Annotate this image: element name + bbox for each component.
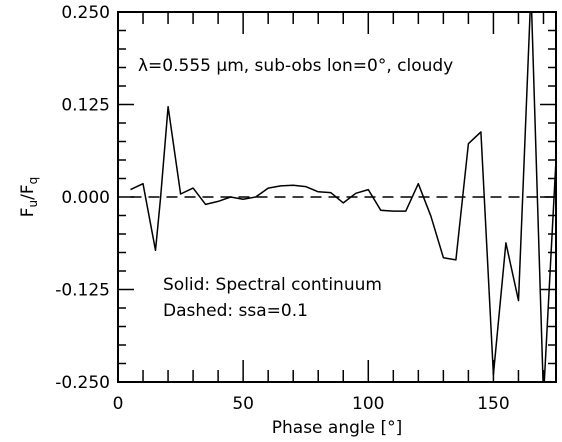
y-tick-label: -0.125 [55,281,110,301]
y-title-slash: / [18,194,38,200]
x-tick-label: 0 [113,394,124,414]
x-tick-label: 100 [352,394,384,414]
y-tick-label: 0.125 [61,96,110,116]
series-group [130,12,556,382]
legend-line-solid: Solid: Spectral continuum [163,275,382,295]
annotation-title: λ=0.555 μm, sub-obs lon=0°, cloudy [138,56,453,76]
y-tick-label: 0.250 [61,3,110,23]
x-tick-label: 50 [232,394,254,414]
svg-text:Fu/Fq: Fu/Fq [18,177,40,218]
y-tick-labels: 0.250 0.125 0.000 -0.125 -0.250 [55,3,110,393]
x-axis-title: Phase angle [°] [272,418,403,438]
y-tick-label: -0.250 [55,373,110,393]
y-title-numerator: F [18,207,38,217]
y-title-numerator-sub: u [26,200,40,208]
y-title-denominator-sub: q [26,177,40,185]
y-tick-label: 0.000 [61,188,110,208]
legend-line-dashed: Dashed: ssa=0.1 [163,301,308,321]
y-axis-title: Fu/Fq [18,177,40,218]
x-tick-label: 150 [477,394,509,414]
tick-marks [118,12,556,382]
y-title-denominator: F [18,184,38,194]
x-tick-labels: 0 50 100 150 [113,394,510,414]
